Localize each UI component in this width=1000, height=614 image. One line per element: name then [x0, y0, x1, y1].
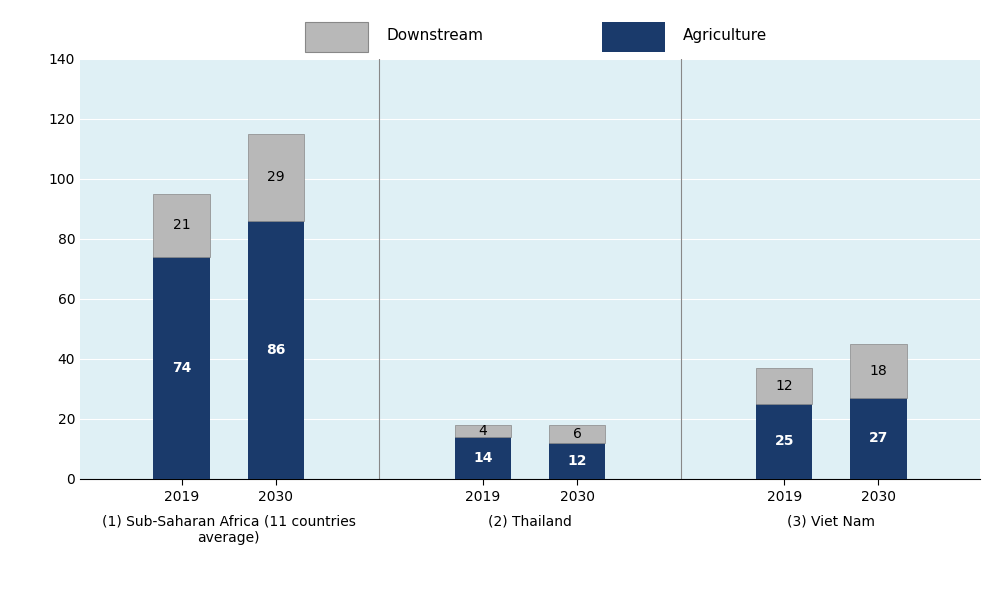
Bar [153, 257, 210, 479]
Bar [549, 443, 605, 479]
Text: 12: 12 [567, 454, 587, 468]
Bar [153, 194, 210, 257]
Bar [756, 368, 812, 404]
Bar [850, 398, 907, 479]
Text: Agriculture: Agriculture [683, 28, 767, 43]
Text: 21: 21 [173, 219, 190, 233]
Bar [248, 221, 304, 479]
Text: 12: 12 [775, 379, 793, 393]
Text: 27: 27 [869, 432, 888, 445]
Bar [850, 344, 907, 398]
Text: 86: 86 [266, 343, 286, 357]
Bar [549, 425, 605, 443]
Text: (3) Viet Nam: (3) Viet Nam [787, 515, 875, 529]
Bar [455, 425, 511, 437]
FancyBboxPatch shape [305, 21, 368, 52]
Text: 14: 14 [473, 451, 493, 465]
Bar [455, 437, 511, 479]
Text: 74: 74 [172, 361, 191, 375]
Text: (2) Thailand: (2) Thailand [488, 515, 572, 529]
FancyBboxPatch shape [602, 21, 665, 52]
Text: 18: 18 [869, 364, 887, 378]
Text: 6: 6 [573, 427, 582, 441]
Text: 25: 25 [774, 435, 794, 448]
Text: Downstream: Downstream [386, 28, 483, 43]
Text: (1) Sub-Saharan Africa (11 countries
average): (1) Sub-Saharan Africa (11 countries ave… [102, 515, 356, 545]
Bar [756, 404, 812, 479]
Text: 4: 4 [479, 424, 487, 438]
Bar [248, 134, 304, 221]
Text: 29: 29 [267, 171, 285, 184]
